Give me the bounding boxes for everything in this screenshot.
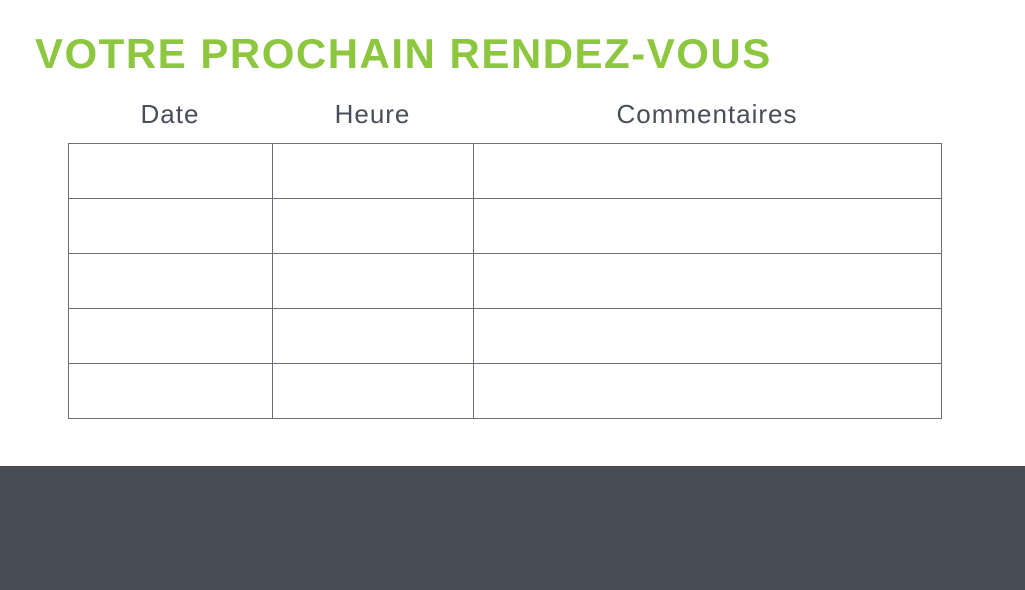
- table-cell: [272, 143, 474, 199]
- table-row: [68, 308, 942, 364]
- table-row: [68, 253, 942, 309]
- appointments-table: [68, 143, 942, 419]
- column-header-date: Date: [140, 99, 200, 129]
- table-row: [68, 143, 942, 199]
- footer-band: [0, 466, 1025, 590]
- table-cell: [68, 308, 273, 364]
- appointments-table-body: [68, 143, 942, 419]
- table-cell: [272, 363, 474, 419]
- table-cell: [473, 308, 942, 364]
- table-cell: [272, 198, 474, 254]
- table-cell: [68, 363, 273, 419]
- column-header-commentaires: Commentaires: [616, 99, 798, 129]
- table-cell: [68, 198, 273, 254]
- table-cell: [473, 198, 942, 254]
- page-title: VOTRE PROCHAIN RENDEZ-VOUS: [35, 30, 772, 77]
- table-column-headers: Date Heure Commentaires: [68, 100, 941, 129]
- table-cell: [68, 253, 273, 309]
- table-cell: [473, 143, 942, 199]
- column-header-heure: Heure: [334, 99, 411, 129]
- table-cell: [473, 253, 942, 309]
- table-cell: [272, 308, 474, 364]
- table-row: [68, 363, 942, 419]
- table-cell: [473, 363, 942, 419]
- table-cell: [68, 143, 273, 199]
- table-row: [68, 198, 942, 254]
- table-cell: [272, 253, 474, 309]
